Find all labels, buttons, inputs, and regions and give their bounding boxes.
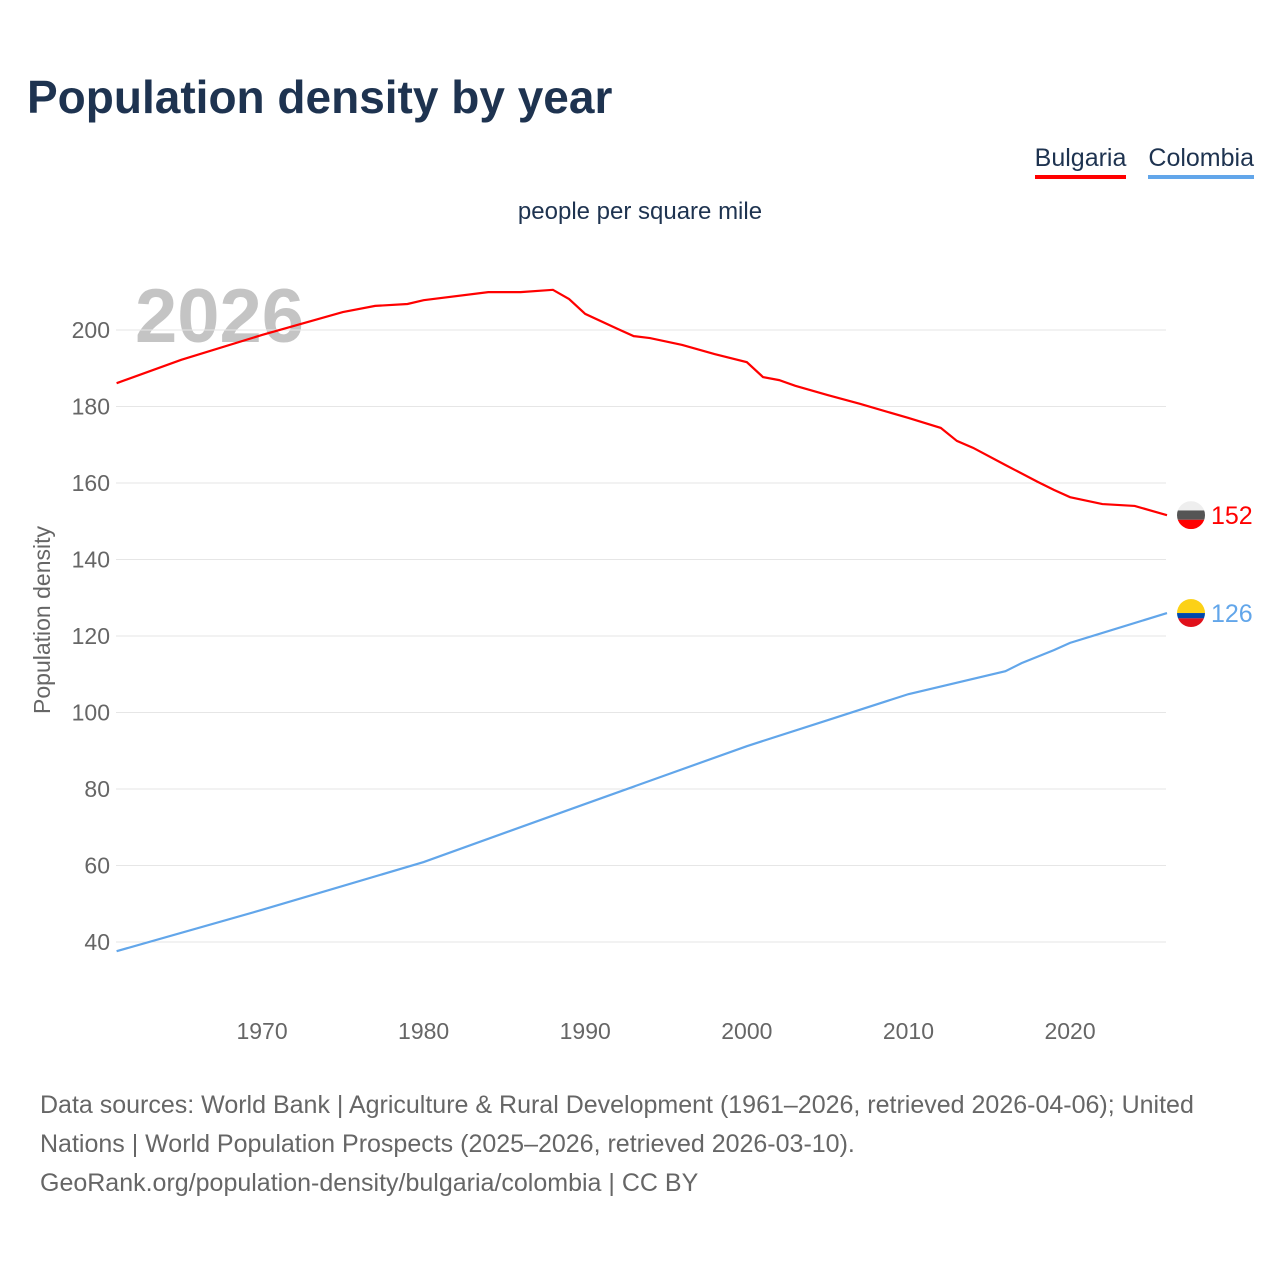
x-tick-label: 1970 (236, 1018, 287, 1044)
y-tick-label: 100 (72, 700, 110, 726)
legend-bulgaria[interactable]: Bulgaria (1034, 144, 1127, 179)
x-tick-label: 2020 (1044, 1018, 1095, 1044)
y-axis-label: Population density (29, 526, 55, 714)
y-tick-label: 140 (72, 547, 110, 573)
flag-band (1177, 510, 1205, 520)
y-tick-label: 60 (84, 853, 110, 879)
flag-band (1177, 618, 1205, 628)
source-note: Data sources: World Bank | Agriculture &… (40, 1086, 1250, 1203)
flag-band (1177, 599, 1205, 614)
series-line-colombia (116, 611, 1168, 953)
x-tick-label: 2010 (883, 1018, 934, 1044)
legend: Bulgaria Colombia (1034, 144, 1254, 179)
flag-icon-bulgaria (1177, 501, 1205, 530)
source-line: Data sources: World Bank | Agriculture &… (40, 1091, 1194, 1158)
source-link[interactable]: GeoRank.org/population-density/bulgaria/… (40, 1169, 699, 1197)
x-tick-label: 1990 (560, 1018, 611, 1044)
end-value-label: 126 (1211, 600, 1253, 628)
y-tick-label: 200 (72, 317, 110, 343)
flag-band (1177, 501, 1205, 511)
x-tick-label: 1980 (398, 1018, 449, 1044)
flag-band (1177, 519, 1205, 530)
page-title: Population density by year (27, 71, 613, 123)
end-value-label: 152 (1211, 502, 1253, 530)
y-tick-label: 120 (72, 623, 110, 649)
unit-subtitle: people per square mile (517, 198, 763, 225)
y-tick-label: 80 (84, 776, 110, 802)
year-watermark: 2026 (135, 274, 304, 359)
y-tick-label: 160 (72, 470, 110, 496)
legend-colombia[interactable]: Colombia (1148, 144, 1254, 179)
series-line-bulgaria (116, 288, 1168, 517)
flag-band (1177, 613, 1205, 619)
y-tick-label: 40 (84, 929, 110, 955)
flag-icon-colombia (1177, 599, 1205, 628)
y-tick-label: 180 (72, 394, 110, 420)
x-tick-label: 2000 (721, 1018, 772, 1044)
